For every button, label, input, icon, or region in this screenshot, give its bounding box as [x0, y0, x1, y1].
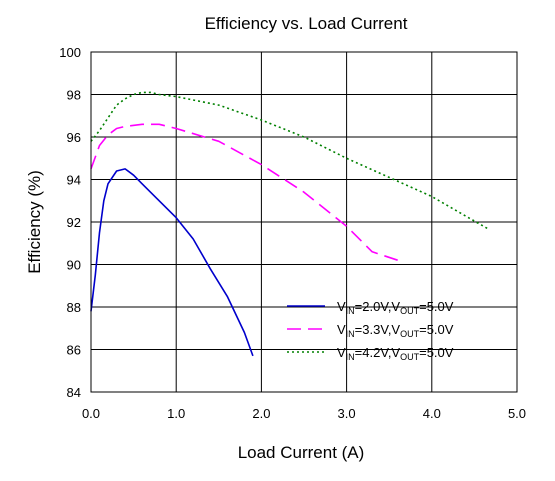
x-tick-label: 5.0: [508, 406, 526, 421]
x-tick-label: 0.0: [82, 406, 100, 421]
x-tick-label: 1.0: [167, 406, 185, 421]
y-tick-label: 92: [67, 215, 81, 230]
series-line-3: [90, 91, 488, 230]
y-tick-label: 94: [67, 173, 81, 188]
x-tick-label: 2.0: [252, 406, 270, 421]
legend-label-2: VIN=3.3V,VOUT=5.0V: [337, 322, 454, 339]
y-tick-label: 100: [59, 45, 81, 60]
y-tick-label: 86: [67, 343, 81, 358]
y-tick-label: 88: [67, 300, 81, 315]
legend: VIN=2.0V,VOUT=5.0V VIN=3.3V,VOUT=5.0V VIN=…: [287, 299, 454, 362]
chart-title: Efficiency vs. Load Current: [205, 14, 408, 33]
y-tick-label: 90: [67, 258, 81, 273]
y-tick-label: 98: [67, 88, 81, 103]
x-tick-label: 3.0: [338, 406, 356, 421]
y-tick-label: 96: [67, 130, 81, 145]
series-line-1: [90, 168, 254, 357]
legend-label-3: VIN=4.2V,VOUT=5.0V: [337, 345, 454, 362]
y-tick-label: 84: [67, 385, 81, 400]
x-tick-label: 4.0: [423, 406, 441, 421]
tick-labels: 0.0 1.0 2.0 3.0 4.0 5.0 84 86 88 90 92 94 96 98 100: [59, 45, 526, 421]
x-axis-label: Load Current (A): [238, 443, 365, 462]
grid-lines: [91, 52, 517, 392]
y-axis-label: Efficiency (%): [25, 170, 44, 274]
plot-frame: [90, 51, 518, 393]
series-line-2: [90, 123, 398, 261]
data-series: [90, 91, 488, 357]
legend-label-1: VIN=2.0V,VOUT=5.0V: [337, 299, 454, 316]
